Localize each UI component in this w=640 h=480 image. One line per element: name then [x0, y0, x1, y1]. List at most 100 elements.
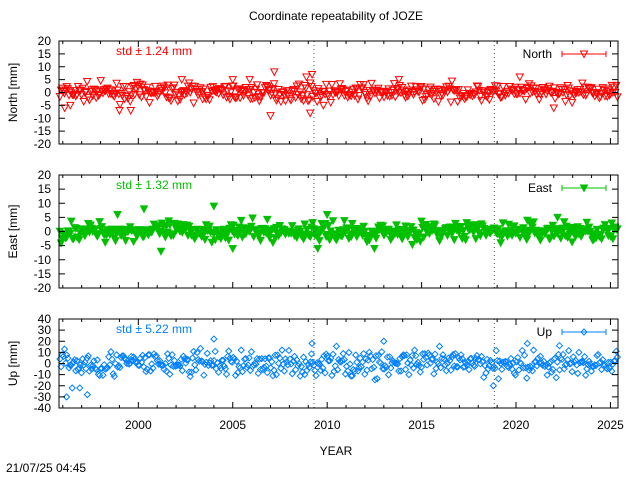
- data-point: [140, 363, 148, 371]
- data-point: [396, 354, 404, 363]
- data-point: [593, 85, 603, 94]
- data-point: [85, 96, 94, 105]
- data-point: [63, 351, 71, 359]
- data-point: [365, 348, 373, 357]
- data-point: [533, 362, 541, 370]
- legend-label: Up: [537, 325, 553, 339]
- data-point: [121, 237, 131, 246]
- data-point: [359, 81, 368, 90]
- data-point: [106, 361, 114, 369]
- data-point: [77, 369, 86, 377]
- data-point: [446, 98, 456, 107]
- data-point: [553, 358, 562, 366]
- data-point: [392, 85, 401, 94]
- data-point: [234, 85, 244, 94]
- data-point: [419, 85, 429, 94]
- data-point: [408, 241, 417, 250]
- data-point: [334, 92, 344, 101]
- data-point: [507, 354, 515, 363]
- data-point: [560, 97, 570, 106]
- data-point: [196, 344, 205, 353]
- data-point: [143, 365, 151, 373]
- data-point: [281, 97, 290, 106]
- data-point: [322, 350, 330, 358]
- data-point: [306, 233, 315, 242]
- data-point: [238, 86, 247, 95]
- data-point: [464, 358, 472, 366]
- data-point: [531, 84, 541, 93]
- outlier-point: [313, 244, 323, 254]
- outlier-point: [60, 104, 70, 113]
- x-tick-label: 2010: [314, 418, 341, 432]
- data-point: [139, 233, 149, 242]
- data-point: [205, 96, 214, 105]
- data-point: [552, 373, 560, 382]
- data-point: [352, 84, 362, 93]
- outlier-point: [113, 211, 122, 220]
- data-point: [470, 362, 479, 370]
- data-point: [97, 364, 105, 373]
- data-point: [515, 366, 523, 374]
- data-point: [485, 96, 494, 105]
- data-point: [114, 90, 124, 99]
- data-point: [391, 359, 400, 367]
- data-point: [170, 356, 179, 365]
- outlier-point: [245, 76, 255, 85]
- data-point: [458, 355, 466, 363]
- data-point: [454, 86, 464, 95]
- data-point: [200, 371, 208, 379]
- data-point: [305, 363, 313, 372]
- data-point: [273, 95, 282, 104]
- data-point: [298, 92, 307, 101]
- data-point: [188, 354, 197, 362]
- data-point: [338, 356, 346, 365]
- data-point: [219, 83, 229, 92]
- data-point: [238, 367, 247, 376]
- data-point: [266, 364, 275, 372]
- data-point: [224, 236, 234, 245]
- data-point: [136, 80, 145, 89]
- data-point: [90, 226, 100, 235]
- data-point: [458, 226, 468, 236]
- data-point: [583, 365, 591, 373]
- y-tick-label: 0: [44, 86, 51, 100]
- data-point: [363, 97, 373, 106]
- data-point: [222, 370, 231, 378]
- data-point: [567, 238, 577, 247]
- data-point: [300, 220, 310, 229]
- data-point: [329, 350, 337, 358]
- data-point: [357, 363, 366, 371]
- data-point: [379, 93, 389, 102]
- data-point: [579, 358, 588, 367]
- data-point: [149, 364, 157, 372]
- data-point: [403, 233, 413, 242]
- data-point: [247, 348, 256, 356]
- data-point: [59, 352, 68, 361]
- data-point: [303, 366, 311, 375]
- data-point: [613, 225, 622, 234]
- data-point: [319, 364, 327, 372]
- data-point: [350, 367, 359, 376]
- data-point: [81, 88, 91, 97]
- data-point: [166, 97, 176, 106]
- data-point: [368, 355, 377, 364]
- data-point: [211, 347, 219, 356]
- data-point: [492, 346, 500, 355]
- data-point: [125, 97, 135, 106]
- data-point: [559, 85, 569, 94]
- data-point: [94, 230, 103, 239]
- data-point: [415, 83, 425, 92]
- data-point: [65, 230, 75, 239]
- y-tick-label: 40: [38, 312, 52, 326]
- data-point: [324, 357, 333, 365]
- data-point: [132, 78, 142, 87]
- data-point: [255, 355, 264, 363]
- outlier-point: [305, 109, 315, 118]
- data-point: [375, 94, 384, 103]
- data-point: [235, 94, 245, 103]
- data-point: [187, 368, 196, 376]
- outlier-point: [269, 68, 279, 77]
- data-point: [434, 98, 443, 107]
- data-point: [418, 96, 427, 105]
